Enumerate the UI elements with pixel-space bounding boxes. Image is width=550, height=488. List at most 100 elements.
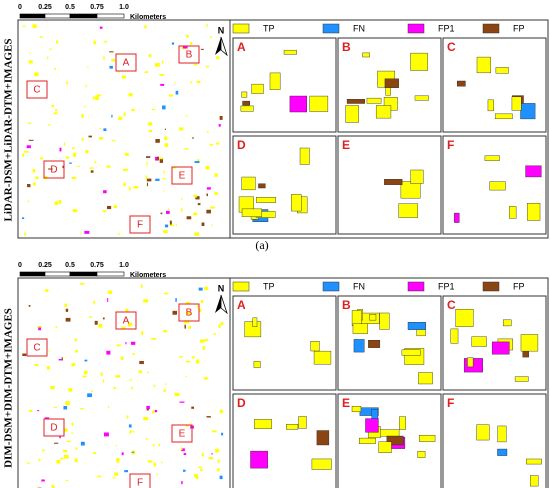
legend-swatch bbox=[407, 23, 425, 34]
building bbox=[206, 193, 208, 197]
region-label: F bbox=[137, 220, 143, 231]
building bbox=[22, 353, 27, 356]
building bbox=[313, 350, 332, 365]
inset bbox=[232, 295, 337, 391]
building bbox=[87, 66, 89, 68]
building bbox=[378, 441, 392, 453]
building bbox=[75, 349, 78, 353]
building bbox=[74, 338, 77, 342]
building bbox=[147, 460, 153, 463]
building bbox=[46, 366, 50, 370]
building bbox=[144, 71, 148, 73]
building bbox=[211, 224, 213, 226]
building bbox=[38, 326, 42, 331]
legend-label: TP bbox=[263, 23, 275, 33]
building bbox=[131, 451, 135, 453]
building bbox=[123, 183, 126, 187]
building bbox=[219, 115, 223, 120]
building bbox=[384, 78, 399, 88]
building bbox=[196, 80, 201, 84]
building bbox=[112, 477, 116, 479]
building bbox=[192, 136, 194, 139]
legend-swatch bbox=[482, 23, 500, 34]
building bbox=[53, 406, 57, 408]
building bbox=[450, 328, 459, 344]
building bbox=[206, 24, 208, 27]
inset-label: B bbox=[342, 298, 351, 312]
building bbox=[75, 447, 78, 450]
region-label: A bbox=[123, 316, 130, 327]
building bbox=[401, 349, 421, 356]
inset-label: A bbox=[237, 40, 246, 54]
building bbox=[36, 326, 42, 328]
building bbox=[200, 48, 204, 50]
building bbox=[121, 326, 126, 330]
region-box bbox=[43, 160, 65, 179]
building bbox=[71, 422, 74, 426]
building bbox=[190, 41, 193, 45]
region-label: E bbox=[179, 171, 186, 182]
building bbox=[159, 73, 165, 76]
building bbox=[145, 175, 148, 180]
building bbox=[50, 385, 55, 390]
building bbox=[116, 344, 121, 347]
building bbox=[172, 166, 177, 169]
building bbox=[107, 298, 109, 303]
building bbox=[399, 416, 406, 430]
building bbox=[118, 71, 120, 73]
region-box bbox=[115, 311, 137, 330]
building bbox=[27, 122, 32, 125]
building bbox=[208, 456, 214, 460]
building bbox=[149, 129, 153, 133]
building bbox=[51, 104, 55, 107]
building bbox=[90, 390, 94, 392]
building bbox=[100, 372, 103, 377]
building bbox=[151, 338, 157, 340]
building bbox=[291, 194, 302, 212]
building bbox=[22, 153, 25, 157]
building bbox=[155, 139, 160, 143]
building bbox=[484, 155, 500, 161]
building bbox=[28, 139, 34, 141]
building bbox=[27, 200, 30, 203]
building bbox=[63, 455, 69, 459]
building bbox=[44, 417, 50, 420]
building bbox=[39, 36, 43, 38]
scale-unit: Kilometers bbox=[130, 14, 166, 21]
caption: (a) bbox=[255, 238, 268, 252]
building bbox=[184, 148, 189, 150]
building bbox=[471, 336, 487, 347]
building bbox=[92, 96, 95, 100]
inset-label: F bbox=[447, 138, 454, 152]
building bbox=[65, 479, 69, 481]
building bbox=[192, 356, 195, 359]
legend-swatch bbox=[232, 23, 250, 34]
building bbox=[139, 360, 144, 365]
legend-label: TP bbox=[263, 281, 275, 291]
scale-segment bbox=[69, 271, 98, 277]
building bbox=[102, 210, 107, 213]
building bbox=[530, 475, 539, 487]
building bbox=[309, 95, 329, 112]
region-box bbox=[129, 215, 151, 234]
north-arrow bbox=[215, 295, 221, 313]
legend-label: FP bbox=[513, 281, 525, 291]
building bbox=[56, 40, 59, 44]
region-label: F bbox=[137, 478, 143, 488]
region-box bbox=[115, 53, 137, 72]
building bbox=[103, 56, 105, 61]
building bbox=[258, 183, 266, 189]
building bbox=[241, 91, 248, 98]
building bbox=[102, 317, 105, 320]
building bbox=[219, 409, 224, 414]
building bbox=[527, 203, 541, 221]
legend-label: FP bbox=[513, 23, 525, 33]
building bbox=[95, 96, 99, 101]
building bbox=[286, 424, 299, 430]
building bbox=[183, 469, 186, 472]
building bbox=[54, 201, 59, 205]
building bbox=[66, 81, 68, 85]
building bbox=[214, 173, 218, 177]
building bbox=[45, 289, 49, 293]
